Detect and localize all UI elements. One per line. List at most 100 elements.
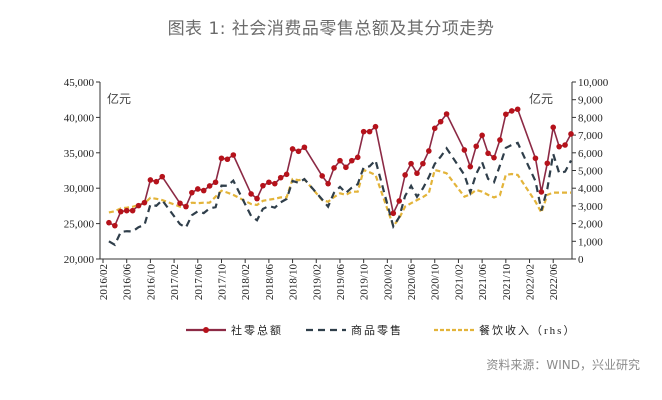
right-tick-label: 1,000 [578,236,603,248]
left-tick-label: 45,000 [64,77,95,89]
data-point [224,156,231,163]
data-point [538,189,545,195]
data-point [254,195,260,202]
right-tick-label: 9,000 [578,95,603,107]
legend-label: 商品零售 [351,323,403,337]
x-tick-label: 2020/10 [430,264,442,301]
data-point [147,177,154,183]
data-point [266,179,272,186]
data-point [141,199,148,206]
data-point [331,165,337,171]
x-tick-label: 2017/10 [216,264,228,301]
data-point [301,144,308,151]
data-point [260,182,266,189]
legend-label: 社零总额 [231,323,283,337]
data-point [556,143,562,150]
data-point [568,131,574,137]
data-point [135,202,142,209]
right-tick-label: 10,000 [578,77,609,89]
data-point [467,163,474,170]
right-tick-label: 7,000 [578,130,603,142]
data-point [503,111,509,118]
data-point [337,157,343,164]
left-tick-label: 40,000 [64,112,95,124]
legend-marker [203,327,209,333]
left-tick-label: 30,000 [64,183,95,195]
x-tick-label: 2016/02 [98,264,110,300]
data-point [514,106,521,113]
left-tick-label: 25,000 [64,219,95,231]
data-point [437,118,444,125]
x-tick-label: 2016/06 [122,264,134,301]
data-point [230,152,237,158]
data-point [112,222,118,229]
data-point [319,173,325,179]
data-point [485,150,491,157]
data-point [508,108,515,114]
data-point [218,155,225,162]
x-tick-label: 2022/06 [548,264,560,301]
data-point [325,180,331,187]
data-point [248,191,254,197]
x-tick-label: 2020/06 [406,264,418,301]
data-point [390,210,397,217]
data-point [354,154,361,161]
right-tick-label: 4,000 [578,183,603,195]
data-point [402,172,408,178]
data-point [408,160,414,167]
data-point [479,132,485,139]
data-point [497,137,503,143]
x-tick-label: 2018/02 [240,264,252,300]
x-tick-label: 2019/06 [335,264,347,301]
data-point [200,187,207,194]
data-point [550,124,557,131]
left-unit-label: 亿元 [107,91,131,106]
data-point [189,189,195,196]
data-point [426,148,432,154]
data-point [212,179,219,186]
right-tick-label: 3,000 [578,201,603,213]
data-point [349,157,355,164]
data-point [414,170,420,177]
right-tick-label: 6,000 [578,148,603,160]
data-point [420,160,426,167]
data-point [289,146,296,152]
x-tick-label: 2021/10 [501,264,513,301]
x-tick-label: 2019/02 [311,264,323,300]
x-tick-label: 2018/06 [264,264,276,301]
data-point [129,207,136,214]
data-point [491,154,497,161]
data-point [183,203,189,210]
data-point [562,142,568,148]
x-tick-label: 2021/02 [453,264,465,300]
data-point [194,186,201,192]
x-tick-label: 2022/02 [525,264,537,300]
source-note: 资料来源：WIND，兴业研究 [486,358,640,372]
right-tick-label: 2,000 [578,219,603,231]
data-point [396,198,403,204]
x-tick-label: 2020/02 [382,264,394,300]
series-line-1 [108,108,572,227]
data-point [153,178,160,185]
x-tick-label: 2017/06 [193,264,205,301]
data-point [106,219,112,226]
series-line-3 [108,168,571,229]
right-unit-label: 亿元 [529,91,553,106]
data-point [532,155,539,162]
data-point [360,128,367,135]
left-tick-label: 35,000 [64,148,95,160]
data-point [343,164,349,171]
right-tick-label: 0 [578,254,584,266]
x-tick-label: 2018/10 [288,264,300,301]
data-point [372,123,379,130]
data-point [461,147,468,153]
data-point [277,174,284,181]
x-tick-label: 2016/10 [145,264,157,301]
data-point [117,208,124,215]
x-tick-label: 2019/10 [359,264,371,301]
right-tick-label: 8,000 [578,112,603,124]
data-point [159,173,166,180]
series-line-2 [108,141,572,247]
data-point [283,171,290,178]
